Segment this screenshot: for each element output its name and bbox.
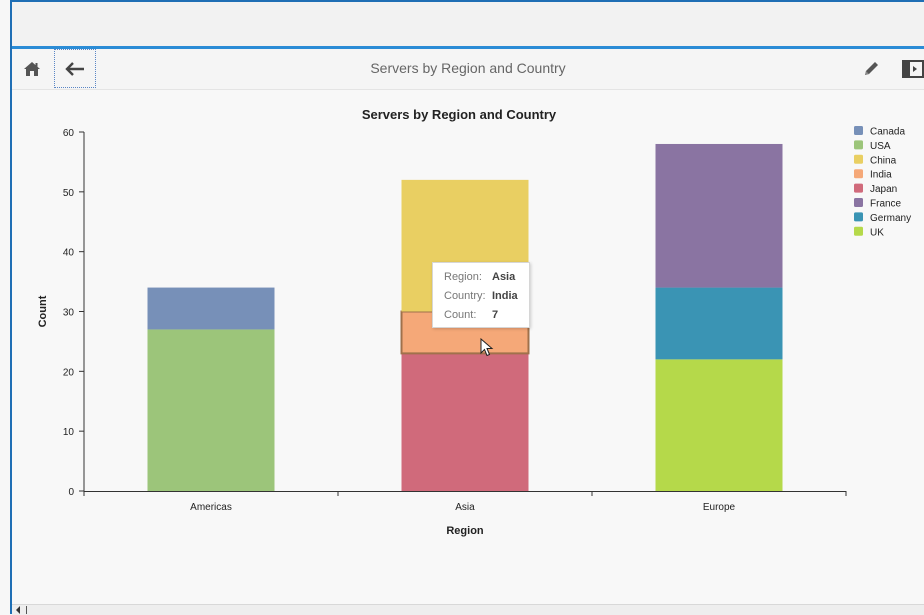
home-icon	[24, 61, 40, 76]
legend-label-canada: Canada	[870, 127, 905, 138]
y-tick-label: 10	[63, 427, 75, 438]
tooltip-count-value: 7	[492, 309, 499, 321]
legend-swatch-japan	[854, 183, 863, 193]
y-tick-label: 50	[63, 188, 75, 199]
legend-label-usa: USA	[870, 141, 891, 152]
legend-swatch-canada	[854, 126, 863, 135]
legend-swatch-usa	[854, 140, 863, 150]
pencil-icon	[865, 61, 878, 75]
legend-label-japan: Japan	[870, 184, 897, 195]
tooltip-region-row: Region: Asia	[444, 270, 515, 284]
window-left-border	[10, 0, 12, 614]
scroll-left-arrow-icon	[16, 606, 20, 614]
bar-americas-usa	[147, 329, 275, 491]
legend-label-uk: UK	[870, 227, 884, 238]
window-top-border	[10, 0, 924, 2]
y-tick-label: 0	[68, 487, 74, 498]
home-button[interactable]	[12, 49, 52, 88]
bar-europe-uk	[655, 359, 783, 491]
tooltip-region-label: Region:	[444, 271, 482, 283]
tooltip-region-value: Asia	[492, 271, 516, 283]
bar-americas-canada	[147, 287, 275, 330]
y-tick-label: 40	[63, 248, 75, 259]
chart-area: Servers by Region and Country 0 10 20 30 40 50…	[12, 90, 924, 604]
legend-swatch-france	[854, 198, 863, 207]
bar-europe-germany	[655, 287, 783, 360]
x-axis-title: Region	[446, 525, 484, 537]
panel-toggle-icon	[902, 59, 924, 78]
top-band	[12, 2, 924, 48]
scroll-left-button[interactable]	[12, 605, 24, 615]
legend-swatch-china	[854, 154, 863, 164]
back-arrow-icon	[65, 61, 84, 76]
tooltip-count-row: Count: 7	[444, 308, 498, 322]
legend-label-france: France	[870, 199, 902, 210]
header-accent-line	[12, 46, 924, 49]
chart-title: Servers by Region and Country	[362, 107, 557, 122]
legend-label-china: China	[870, 155, 897, 166]
legend-swatch-india	[854, 169, 863, 179]
bar-asia-japan	[401, 353, 529, 491]
mouse-cursor-icon	[480, 338, 494, 357]
y-tick-label: 30	[63, 308, 75, 319]
scrollbar-thumb[interactable]	[26, 606, 27, 614]
x-tick-label: Asia	[455, 502, 475, 513]
tooltip-country-row: Country: India	[444, 289, 518, 303]
y-tick-label: 20	[63, 367, 75, 378]
edit-button[interactable]	[856, 49, 886, 88]
legend-label-india: India	[870, 170, 892, 181]
chart-tooltip: Region: Asia Country: India Count: 7	[432, 262, 530, 328]
toolbar: Servers by Region and Country	[12, 49, 924, 90]
tooltip-country-value: India	[492, 290, 518, 302]
tooltip-country-label: Country:	[444, 290, 486, 302]
legend-label-germany: Germany	[870, 213, 911, 224]
toolbar-title: Servers by Region and Country	[370, 60, 566, 76]
bar-europe-france	[655, 143, 783, 288]
stacked-bar-chart: Servers by Region and Country 0 10 20 30 40 50…	[37, 107, 911, 537]
legend-swatch-uk	[854, 226, 863, 236]
back-button[interactable]	[54, 49, 96, 88]
tooltip-count-label: Count:	[444, 309, 477, 321]
y-tick-label: 60	[63, 128, 75, 139]
y-axis-title: Count	[37, 295, 49, 327]
x-tick-label: Europe	[703, 502, 736, 513]
x-tick-label: Americas	[190, 502, 232, 513]
horizontal-scrollbar[interactable]	[12, 604, 924, 615]
legend-swatch-germany	[854, 212, 863, 222]
panel-toggle-button[interactable]	[900, 49, 924, 88]
